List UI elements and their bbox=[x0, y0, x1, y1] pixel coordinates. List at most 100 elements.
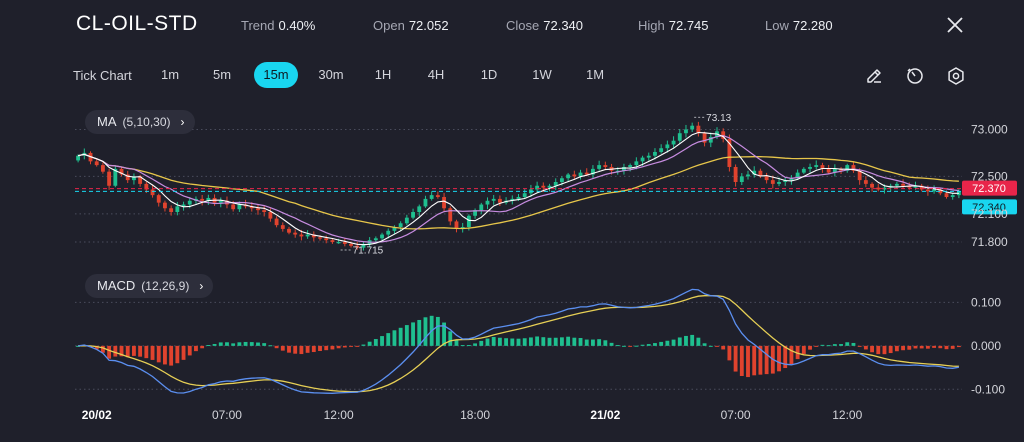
macd-line bbox=[78, 288, 960, 394]
close-icon[interactable] bbox=[944, 14, 966, 36]
candle-body bbox=[696, 125, 701, 134]
macd-hist-bar bbox=[553, 337, 558, 346]
candle-body bbox=[795, 172, 800, 179]
tab-30m[interactable]: 30m bbox=[318, 67, 344, 82]
macd-indicator-pill[interactable]: MACD (12,26,9) › bbox=[85, 274, 214, 298]
stat-value: 72.340 bbox=[543, 18, 584, 33]
macd-hist-bar bbox=[615, 345, 620, 347]
macd-hist-bar bbox=[336, 345, 341, 349]
macd-hist-bar bbox=[609, 342, 614, 346]
macd-hist-bar bbox=[597, 339, 602, 346]
macd-hist-bar bbox=[138, 345, 143, 357]
candle-body bbox=[938, 189, 943, 194]
candle-body bbox=[175, 206, 180, 213]
macd-hist-bar bbox=[311, 345, 316, 353]
time-axis-label: 20/02 bbox=[82, 408, 112, 422]
macd-hist-bar bbox=[225, 342, 229, 346]
candle-body bbox=[640, 157, 645, 162]
macd-hist-bar bbox=[318, 345, 322, 352]
candle-body bbox=[925, 189, 930, 192]
macd-hist-bar bbox=[665, 340, 670, 346]
timeframe-toolbar: Tick Chart 1m 5m 15m 30m 1H 4H 1D 1W 1M bbox=[0, 62, 1024, 90]
macd-hist-bar bbox=[653, 343, 657, 346]
tab-1w[interactable]: 1W bbox=[532, 67, 552, 82]
candle-body bbox=[429, 195, 434, 199]
macd-hist-bar bbox=[367, 341, 372, 346]
macd-tick-label: 0.100 bbox=[971, 295, 1001, 309]
candle-body bbox=[870, 183, 874, 188]
macd-hist-bar bbox=[132, 345, 136, 356]
draw-icon[interactable] bbox=[864, 66, 884, 86]
macd-hist-bar bbox=[466, 345, 471, 347]
macd-hist-bar bbox=[938, 345, 943, 349]
macd-hist-bar bbox=[237, 342, 242, 346]
settings-icon[interactable] bbox=[946, 66, 966, 86]
macd-hist-bar bbox=[435, 316, 440, 346]
candle-body bbox=[380, 234, 384, 239]
candle-body bbox=[690, 125, 695, 130]
candle-body bbox=[665, 144, 670, 149]
macd-hist-bar bbox=[591, 339, 595, 346]
macd-hist-bar bbox=[107, 345, 112, 359]
macd-hist-bar bbox=[888, 345, 893, 354]
tab-1d[interactable]: 1D bbox=[480, 67, 498, 82]
macd-hist-bar bbox=[634, 345, 639, 347]
candle-body bbox=[262, 210, 267, 213]
macd-hist-bar bbox=[857, 345, 862, 347]
candle-body bbox=[622, 166, 626, 171]
axis-labels: 73.000 72.500 72.100 71.800 0.100 0.000 -0.100… bbox=[82, 122, 1008, 422]
time-axis-label: 21/02 bbox=[590, 408, 620, 422]
high-annotation: 73.13 bbox=[706, 113, 731, 124]
macd-hist-bar bbox=[268, 345, 273, 347]
macd-hist-bar bbox=[349, 345, 353, 347]
candle-body bbox=[894, 183, 899, 186]
macd-hist-bar bbox=[361, 344, 366, 346]
macd-hist-bar bbox=[622, 345, 626, 347]
macd-hist-bar bbox=[764, 345, 769, 375]
macd-hist-bar bbox=[715, 345, 719, 347]
candle-body bbox=[200, 198, 205, 201]
stat-label: High bbox=[638, 18, 665, 33]
candle-body bbox=[591, 168, 595, 175]
macd-hist-bar bbox=[442, 322, 446, 346]
tick-chart-toggle[interactable]: Tick Chart bbox=[73, 68, 132, 83]
tab-1h[interactable]: 1H bbox=[374, 67, 392, 82]
tab-5m[interactable]: 5m bbox=[212, 67, 232, 82]
candle-body bbox=[950, 195, 955, 198]
candle-body bbox=[702, 133, 707, 143]
tab-1m[interactable]: 1m bbox=[160, 67, 180, 82]
tab-1m-month[interactable]: 1M bbox=[585, 67, 605, 82]
candle-body bbox=[386, 230, 391, 235]
candle-body bbox=[783, 180, 788, 182]
candle-body bbox=[510, 198, 515, 201]
macd-hist-bar bbox=[727, 345, 732, 361]
macd-hist-bar bbox=[386, 333, 391, 346]
macd-hist-bar bbox=[417, 319, 422, 346]
macd-hist-bar bbox=[684, 335, 688, 346]
ma-indicator-pill[interactable]: MA (5,10,30) › bbox=[85, 110, 195, 134]
macd-hist-bar bbox=[392, 330, 397, 346]
stat-low: Low 72.280 bbox=[765, 18, 833, 33]
tab-4h[interactable]: 4H bbox=[427, 67, 445, 82]
candle-body bbox=[324, 238, 329, 241]
timer-icon[interactable] bbox=[905, 66, 925, 86]
macd-hist-bar bbox=[820, 344, 825, 346]
macd-hist-bar bbox=[696, 337, 701, 346]
candle-body bbox=[454, 221, 459, 229]
candle-body bbox=[727, 138, 732, 167]
macd-hist-bar bbox=[473, 343, 478, 346]
tab-15m[interactable]: 15m bbox=[254, 62, 298, 88]
macd-hist-bar bbox=[342, 345, 347, 348]
candle-body bbox=[491, 198, 496, 201]
grid-lines bbox=[75, 128, 962, 390]
candle-body bbox=[144, 183, 149, 190]
macd-hist-bar bbox=[485, 338, 490, 346]
ma-name: MA bbox=[97, 114, 117, 129]
price-tick-label: 71.800 bbox=[971, 235, 1008, 249]
macd-hist-bar bbox=[497, 337, 502, 346]
candle-body bbox=[882, 187, 887, 190]
candle-body bbox=[603, 165, 608, 167]
candle-body bbox=[311, 234, 316, 238]
macd-hist-bar bbox=[746, 345, 750, 378]
